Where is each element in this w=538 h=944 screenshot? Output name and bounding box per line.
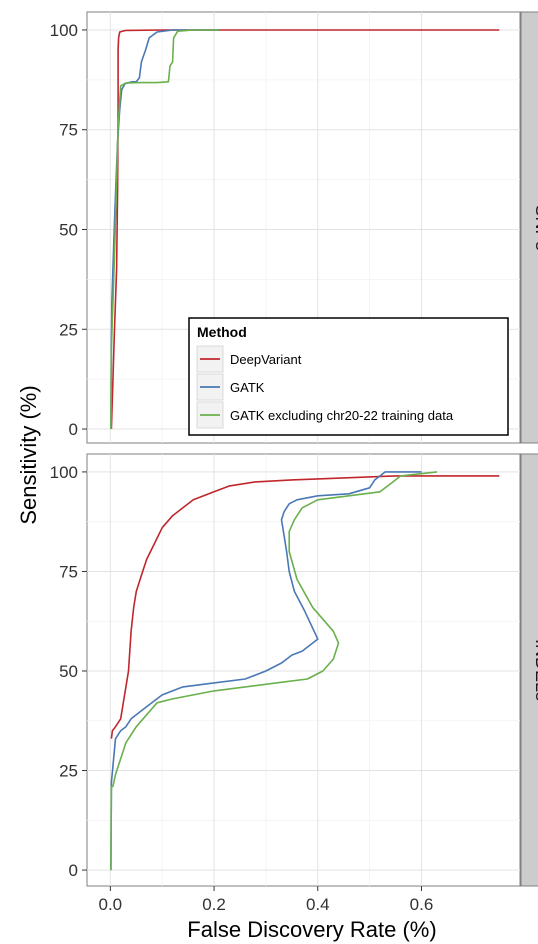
y-tick-label: 100 <box>50 463 78 482</box>
legend: Method DeepVariant GATK GATK excluding chr2… <box>188 317 509 436</box>
legend-entry-label: GATK excluding chr20-22 training data <box>230 408 454 423</box>
series-line <box>110 475 500 739</box>
y-tick-label: 0 <box>69 420 78 439</box>
legend-entry-label: GATK <box>230 380 265 395</box>
y-tick-label: 75 <box>59 121 78 140</box>
y-tick-label: 100 <box>50 21 78 40</box>
y-axis-title: Sensitivity (%) <box>16 385 41 524</box>
x-tick-label: 0.6 <box>410 895 434 914</box>
y-tick-label: 75 <box>59 562 78 581</box>
y-tick-label: 0 <box>69 861 78 880</box>
x-tick-label: 0.0 <box>99 895 123 914</box>
legend-title: Method <box>197 324 247 340</box>
legend-box <box>188 317 509 436</box>
x-tick-label: 0.4 <box>306 895 330 914</box>
series-line <box>110 471 438 871</box>
chart-panels: 0 25 50 75 100 SNPs 0 25 50 75 100 INDELs 0.0 0.2 0.4 0… <box>50 11 538 914</box>
facet-strip <box>520 453 538 887</box>
plot-panel-background <box>86 453 521 887</box>
facet-strip-label: SNPs <box>532 204 538 250</box>
series-line <box>110 471 422 871</box>
y-tick-label: 50 <box>59 662 78 681</box>
x-axis-title: False Discovery Rate (%) <box>187 917 436 942</box>
facet-strip <box>520 11 538 444</box>
y-tick-label: 25 <box>59 320 78 339</box>
y-tick-label: 25 <box>59 762 78 781</box>
series-line <box>110 29 220 430</box>
y-tick-label: 50 <box>59 220 78 239</box>
panel-indels: 0 25 50 75 100 INDELs <box>50 453 538 887</box>
x-tick-label: 0.2 <box>202 895 226 914</box>
legend-entry-label: DeepVariant <box>230 352 302 367</box>
facet-strip-label: INDELs <box>532 639 538 701</box>
